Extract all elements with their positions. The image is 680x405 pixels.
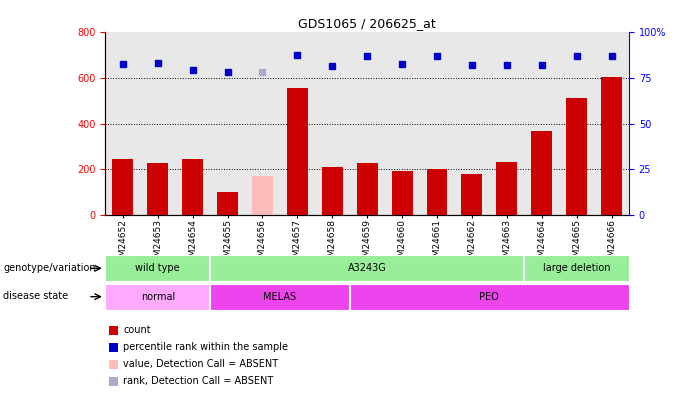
- Text: large deletion: large deletion: [543, 263, 611, 273]
- Text: normal: normal: [141, 292, 175, 302]
- Text: genotype/variation: genotype/variation: [3, 263, 96, 273]
- Bar: [426, 169, 447, 215]
- Bar: [357, 163, 377, 215]
- Text: A3243G: A3243G: [348, 263, 386, 273]
- Bar: [462, 174, 482, 215]
- Bar: [252, 176, 273, 215]
- Bar: [210, 255, 524, 281]
- Bar: [531, 132, 552, 215]
- Bar: [566, 98, 587, 215]
- Text: wild type: wild type: [135, 263, 180, 273]
- Bar: [322, 167, 343, 215]
- Bar: [148, 163, 168, 215]
- Bar: [182, 159, 203, 215]
- Text: disease state: disease state: [3, 292, 69, 301]
- Bar: [392, 171, 413, 215]
- Bar: [496, 162, 517, 215]
- Bar: [105, 284, 210, 310]
- Bar: [105, 255, 210, 281]
- Bar: [217, 192, 238, 215]
- Bar: [287, 88, 308, 215]
- Text: count: count: [123, 325, 151, 335]
- Text: percentile rank within the sample: percentile rank within the sample: [123, 342, 288, 352]
- Bar: [350, 284, 629, 310]
- Text: MELAS: MELAS: [263, 292, 296, 302]
- Bar: [112, 159, 133, 215]
- Bar: [601, 77, 622, 215]
- Text: value, Detection Call = ABSENT: value, Detection Call = ABSENT: [123, 359, 278, 369]
- Title: GDS1065 / 206625_at: GDS1065 / 206625_at: [299, 17, 436, 30]
- Bar: [210, 284, 350, 310]
- Text: rank, Detection Call = ABSENT: rank, Detection Call = ABSENT: [123, 376, 273, 386]
- Bar: [524, 255, 629, 281]
- Text: PEO: PEO: [479, 292, 499, 302]
